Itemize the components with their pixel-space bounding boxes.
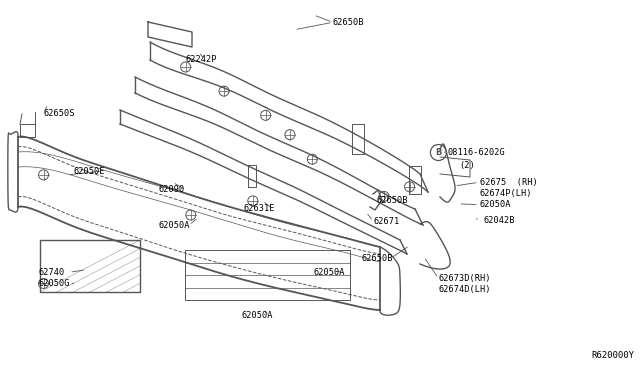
Text: 08116-6202G: 08116-6202G	[448, 148, 506, 157]
Text: 62050G: 62050G	[38, 279, 70, 288]
Text: 62050A: 62050A	[159, 221, 190, 230]
Text: 62650B: 62650B	[362, 254, 393, 263]
Text: R620000Y: R620000Y	[591, 351, 634, 360]
Text: (2): (2)	[460, 161, 476, 170]
Text: 62650B: 62650B	[333, 18, 364, 27]
Text: B: B	[435, 148, 442, 157]
Text: 62050E: 62050E	[74, 167, 105, 176]
Text: 62042B: 62042B	[483, 216, 515, 225]
Text: 62740: 62740	[38, 268, 65, 277]
Text: 62050A: 62050A	[480, 200, 511, 209]
Bar	[40, 240, 140, 292]
Text: 62674D(LH): 62674D(LH)	[438, 285, 491, 294]
Text: 62673D(RH): 62673D(RH)	[438, 274, 491, 283]
Bar	[185, 250, 350, 300]
Text: 62090: 62090	[159, 185, 185, 194]
Text: 62674P(LH): 62674P(LH)	[480, 189, 532, 198]
Text: 62050A: 62050A	[242, 311, 273, 320]
Text: 62675  (RH): 62675 (RH)	[480, 178, 538, 187]
Text: 62050A: 62050A	[314, 268, 345, 277]
Text: 62671: 62671	[373, 217, 399, 226]
Text: 62650S: 62650S	[44, 109, 75, 118]
Text: 62242P: 62242P	[186, 55, 217, 64]
Text: 62650B: 62650B	[376, 196, 408, 205]
Text: 62631E: 62631E	[243, 204, 275, 213]
